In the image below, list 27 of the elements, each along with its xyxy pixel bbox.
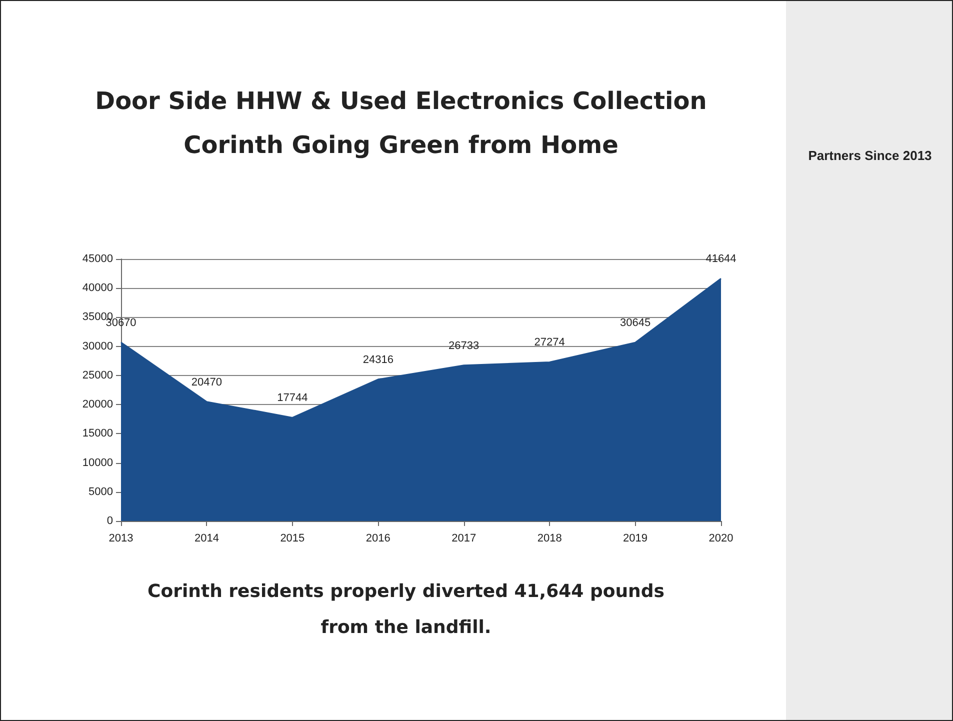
x-tick-label: 2014: [194, 532, 219, 544]
y-tick-label: 30000: [82, 340, 113, 352]
chart-title: Door Side HHW & Used Electronics Collection: [94, 86, 708, 117]
x-tick-label: 2020: [708, 532, 734, 544]
x-tick-label: 2016: [366, 532, 390, 544]
data-label: 24316: [362, 354, 394, 366]
y-tick-label: 45000: [82, 253, 113, 265]
text: Partners Since 2013: [807, 148, 933, 163]
x-tick-label: 2019: [623, 532, 648, 544]
x-tick-label: 2013: [108, 532, 134, 544]
y-tick-label: 15000: [82, 428, 113, 440]
data-label: 17744: [277, 392, 308, 404]
data-label: 41644: [706, 253, 736, 266]
chart-subtitle: Corinth Going Green from Home: [182, 130, 620, 161]
x-tick-label: 2015: [280, 532, 305, 544]
y-tick-label: 40000: [82, 282, 113, 294]
y-tick-label: 0: [106, 515, 113, 527]
x-tick-label: 2017: [452, 532, 476, 544]
data-label: 20470: [191, 376, 222, 388]
y-tick-label: 5000: [88, 486, 113, 498]
data-label: 30645: [620, 317, 651, 330]
y-tick-label: 25000: [82, 369, 113, 382]
y-tick-label: 10000: [82, 456, 113, 469]
y-tick-label: 20000: [82, 398, 113, 411]
x-tick-label: 2018: [537, 532, 562, 544]
text: Corinth residents properly diverted 41,644 pounds from the landfill.: [146, 580, 666, 640]
data-label: 27274: [534, 336, 565, 349]
